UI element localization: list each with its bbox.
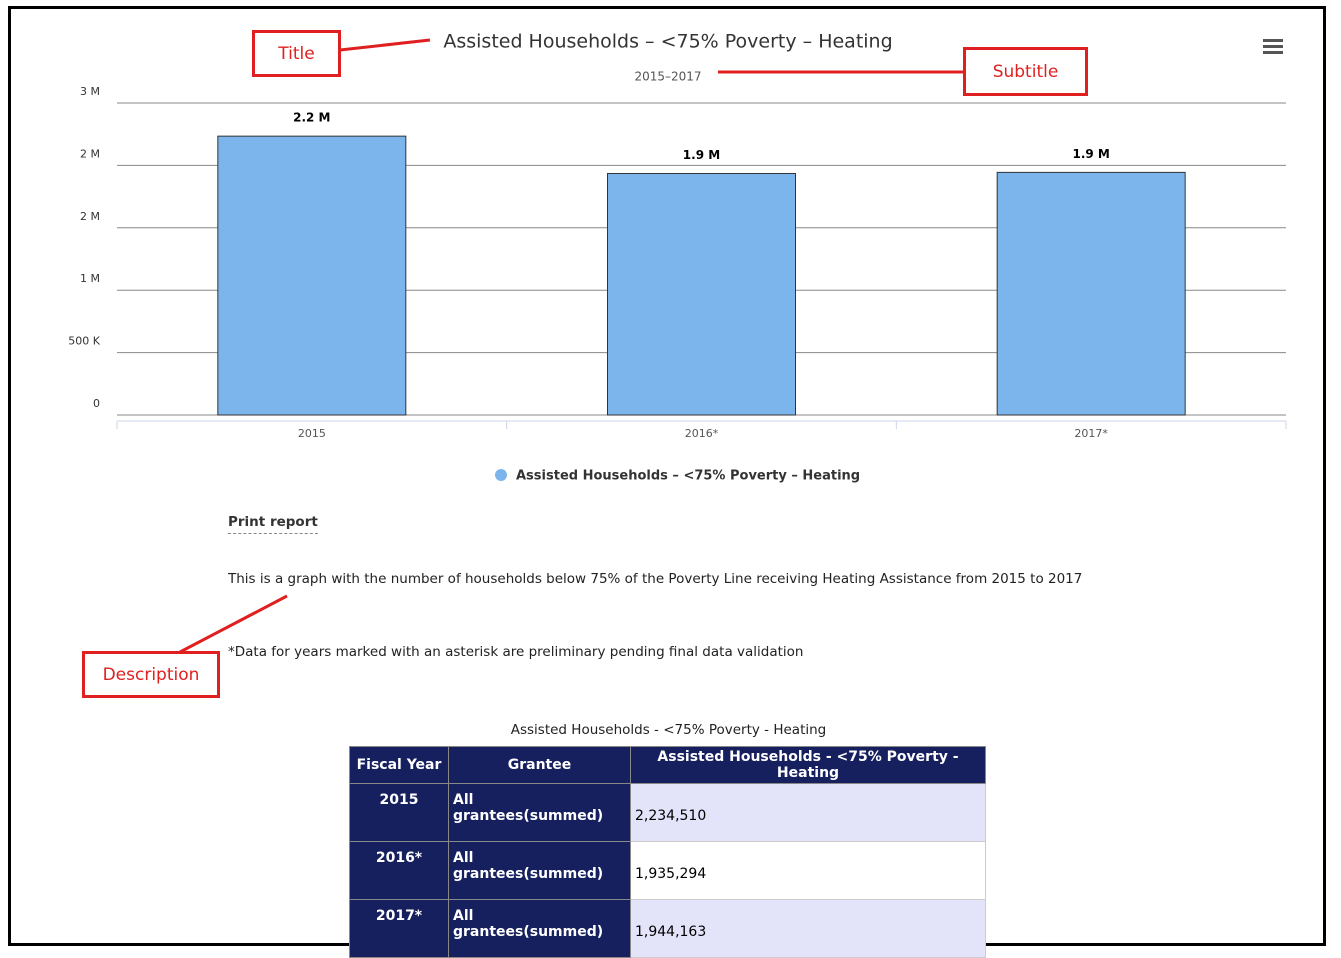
table-cell: 1,944,163 [630,899,986,958]
x-tick-label: 2017* [1074,427,1108,440]
annotation: Title [252,30,341,77]
y-tick-label: 2 M [80,147,100,160]
menu-icon[interactable] [1263,39,1283,54]
y-tick-label: 500 K [68,335,100,348]
y-tick-label: 3 M [80,85,100,98]
table-row: 2015 All grantees(summed) 2,234,510 [349,783,986,842]
chart: Assisted Households – <75% Poverty – Hea… [68,31,1287,484]
annotation-line [339,38,431,52]
data-table: Fiscal Year Grantee Assisted Households - … [349,746,986,958]
chart-title: Assisted Households – <75% Poverty – Hea… [443,31,892,53]
data-label: 1.9 M [683,148,720,162]
table-cell: 2,234,510 [630,783,986,842]
data-label: 2.2 M [293,111,330,125]
table-cell: 2016* [349,841,449,900]
description: This is a graph with the number of house… [228,571,1083,587]
chart-subtitle: 2015–2017 [634,70,701,84]
y-tick-label: 2 M [80,210,100,223]
print-link[interactable]: Print report [228,514,318,534]
bar [607,172,796,416]
table-cell: 2017* [349,899,449,958]
column-header: Grantee [448,746,631,784]
table-row: 2017* All grantees(summed) 1,944,163 [349,899,986,958]
x-tick-label: 2015 [298,427,326,440]
table-cell: 2015 [349,783,449,842]
table-cell: All grantees(summed) [448,783,631,842]
table-cell: All grantees(summed) [448,841,631,900]
annotation-pointer [179,594,288,654]
x-tick-label: 2016* [685,427,719,440]
page: Assisted Households – <75% Poverty – Hea… [8,6,1326,958]
table-cell: All grantees(summed) [448,899,631,958]
table-row: 2016* All grantees(summed) 1,935,294 [349,841,986,900]
bar [217,135,407,416]
header-row: Fiscal Year Grantee Assisted Households - … [349,746,986,784]
table-caption: Assisted Households - <75% Poverty - Hea… [510,722,827,738]
data-label: 1.9 M [1072,147,1109,161]
annotation: Subtitle [963,47,1088,96]
legend-label: Assisted Households – <75% Poverty – Hea… [516,469,860,484]
y-tick-label: 0 [93,397,100,410]
legend-marker [495,469,507,481]
column-header: Assisted Households - <75% Poverty - Hea… [630,746,986,784]
column-header: Fiscal Year [349,746,449,784]
note: *Data for years marked with an asterisk … [228,644,804,660]
y-tick-label: 1 M [80,272,100,285]
bar [996,171,1186,416]
table-cell: 1,935,294 [630,841,986,900]
annotation: Description [82,651,220,698]
